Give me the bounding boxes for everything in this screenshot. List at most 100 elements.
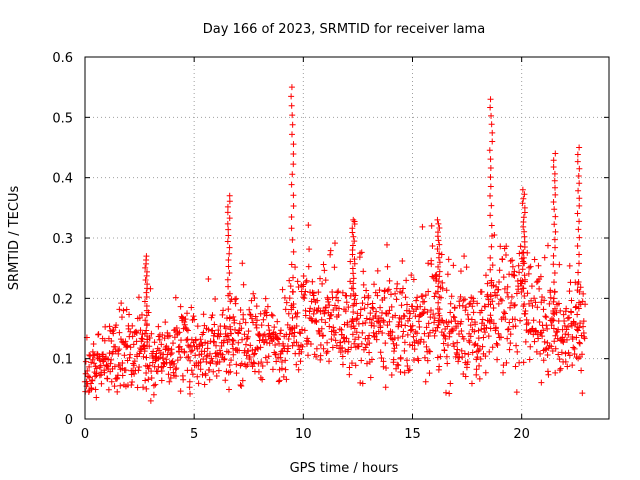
- data-point: [470, 309, 477, 316]
- data-point: [165, 347, 172, 354]
- data-point: [542, 313, 549, 320]
- data-point: [505, 326, 512, 333]
- data-point: [512, 323, 519, 330]
- data-point: [386, 307, 393, 314]
- data-point: [250, 319, 257, 326]
- data-point: [503, 243, 510, 250]
- data-point: [170, 369, 177, 376]
- data-point: [122, 367, 129, 374]
- data-point: [199, 342, 206, 349]
- data-point: [333, 294, 340, 301]
- data-point: [552, 244, 559, 251]
- data-point: [447, 380, 454, 387]
- data-point: [335, 305, 342, 312]
- data-point: [377, 349, 384, 356]
- data-point: [388, 303, 395, 310]
- data-point: [400, 328, 407, 335]
- data-point: [212, 296, 219, 303]
- data-point: [482, 353, 489, 360]
- data-point: [538, 379, 545, 386]
- data-point: [306, 246, 313, 253]
- data-point: [531, 338, 538, 345]
- data-point: [473, 366, 480, 373]
- data-point: [224, 276, 231, 283]
- data-point: [294, 278, 301, 285]
- data-point: [511, 302, 518, 309]
- data-point: [232, 300, 239, 307]
- data-point: [562, 350, 569, 357]
- data-point: [200, 311, 207, 318]
- data-point: [535, 262, 542, 269]
- data-point: [259, 362, 266, 369]
- data-point: [409, 342, 416, 349]
- y-tick-label: 0.2: [52, 292, 73, 307]
- data-point: [288, 84, 295, 91]
- data-point: [289, 288, 296, 295]
- data-point: [230, 313, 237, 320]
- data-point: [381, 294, 388, 301]
- data-point: [324, 339, 331, 346]
- data-point: [412, 313, 419, 320]
- data-point: [330, 306, 337, 313]
- y-tick-label: 0: [65, 413, 73, 428]
- data-point: [213, 342, 220, 349]
- data-point: [320, 261, 327, 268]
- data-point: [486, 348, 493, 355]
- data-point: [462, 307, 469, 314]
- data-point: [382, 384, 389, 391]
- data-point: [335, 288, 342, 295]
- data-point: [353, 316, 360, 323]
- data-point: [480, 334, 487, 341]
- data-point: [113, 322, 120, 329]
- data-point: [327, 251, 334, 258]
- data-point: [533, 328, 540, 335]
- data-point: [550, 163, 557, 170]
- data-point: [289, 171, 296, 178]
- data-point: [225, 232, 232, 239]
- data-point: [309, 278, 316, 285]
- data-point: [162, 346, 169, 353]
- data-point: [251, 350, 258, 357]
- data-point: [237, 306, 244, 313]
- data-point: [453, 324, 460, 331]
- data-point: [495, 286, 502, 293]
- data-point: [239, 260, 246, 267]
- data-point: [246, 354, 253, 361]
- data-point: [401, 347, 408, 354]
- data-point: [550, 157, 557, 164]
- data-point: [236, 320, 243, 327]
- data-point: [399, 289, 406, 296]
- data-point: [568, 322, 575, 329]
- data-point: [413, 297, 420, 304]
- data-point: [443, 287, 450, 294]
- data-point: [542, 346, 549, 353]
- data-point: [385, 310, 392, 317]
- data-point: [226, 314, 233, 321]
- data-point: [187, 342, 194, 349]
- data-point: [380, 319, 387, 326]
- data-point: [258, 359, 265, 366]
- data-point: [226, 290, 233, 297]
- data-point: [140, 384, 147, 391]
- data-point: [550, 298, 557, 305]
- data-point: [131, 358, 138, 365]
- data-point: [318, 316, 325, 323]
- data-point: [339, 361, 346, 368]
- data-point: [89, 377, 96, 384]
- data-point: [482, 303, 489, 310]
- data-point: [447, 300, 454, 307]
- data-point: [350, 275, 357, 282]
- data-point: [306, 308, 313, 315]
- data-point: [167, 351, 174, 358]
- data-point: [401, 339, 408, 346]
- data-point: [436, 250, 443, 257]
- data-point: [414, 294, 421, 301]
- data-point: [531, 295, 538, 302]
- data-point: [286, 331, 293, 338]
- data-point: [269, 312, 276, 319]
- data-point: [96, 372, 103, 379]
- data-point: [278, 358, 285, 365]
- data-point: [184, 310, 191, 317]
- chart-title: Day 166 of 2023, SRMTID for receiver lam…: [203, 22, 485, 37]
- data-point: [488, 279, 495, 286]
